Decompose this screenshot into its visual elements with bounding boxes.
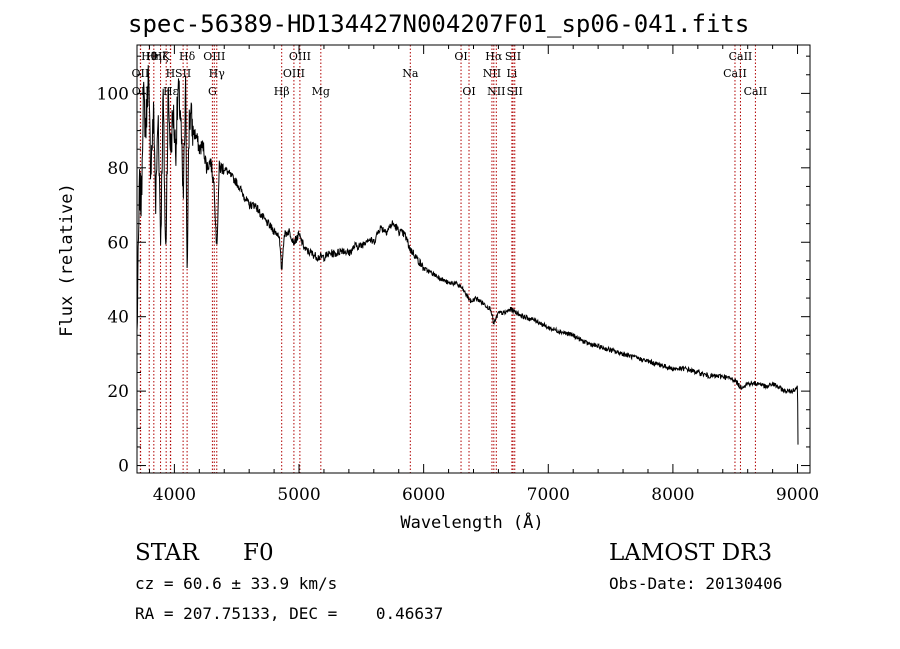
line-label: CaII xyxy=(744,85,768,98)
flux-series-line xyxy=(136,65,799,445)
x-tick-label: 5000 xyxy=(277,485,320,505)
coordinates-readout: RA = 207.75133, DEC = 0.46637 xyxy=(135,604,444,623)
y-tick-label: 40 xyxy=(107,308,129,328)
y-tick-label: 100 xyxy=(97,84,129,104)
x-tick-label: 7000 xyxy=(527,485,570,505)
x-tick-label: 8000 xyxy=(651,485,694,505)
y-axis-label: Flux (relative) xyxy=(57,183,77,337)
axis-ticks: 4000 5000 6000 7000 8000 9000 0 20 40 60 80 100 xyxy=(97,45,819,505)
x-axis-label: Wavelength (Å) xyxy=(400,511,543,533)
line-label: OI xyxy=(462,85,475,98)
spectral-line-markers: OIIOIIHθHηHζKHHεSIIHδGOIIIHγHβOIIIOIIIMg… xyxy=(132,45,768,473)
line-label: NII xyxy=(483,67,501,80)
line-label: G xyxy=(208,85,217,98)
line-label: SII xyxy=(507,85,523,98)
line-label: OIII xyxy=(283,67,305,80)
survey-name: LAMOST DR3 xyxy=(609,540,773,566)
spectral-subclass: F0 xyxy=(243,540,274,566)
x-tick-label: 9000 xyxy=(776,485,819,505)
line-label: Na xyxy=(402,67,419,80)
line-label: Hη xyxy=(146,50,162,63)
line-label: Mg xyxy=(312,85,330,98)
line-label: OII xyxy=(132,85,150,98)
line-label: NII xyxy=(487,85,505,98)
line-label: CaII xyxy=(723,67,747,80)
line-label: SII xyxy=(175,67,191,80)
y-tick-label: 80 xyxy=(107,159,129,179)
x-tick-label: 6000 xyxy=(402,485,445,505)
line-label: Li xyxy=(506,67,517,80)
line-label: Hδ xyxy=(179,50,196,63)
x-tick-label: 4000 xyxy=(153,485,196,505)
observation-date: Obs-Date: 20130406 xyxy=(609,574,783,593)
line-label: CaII xyxy=(729,50,753,63)
chart-title: spec-56389-HD134427N004207F01_sp06-041.f… xyxy=(128,10,750,38)
line-label: Hε xyxy=(163,85,179,98)
line-label: Hγ xyxy=(209,67,226,80)
line-label: SII xyxy=(505,50,521,63)
redshift-readout: cz = 60.6 ± 33.9 km/s xyxy=(135,574,338,593)
line-label: Hβ xyxy=(274,85,290,98)
object-class: STAR xyxy=(135,540,199,566)
y-tick-label: 0 xyxy=(118,457,129,477)
line-label: OIII xyxy=(289,50,311,63)
y-tick-label: 60 xyxy=(107,233,129,253)
line-label: K xyxy=(162,50,171,63)
line-label: Hα xyxy=(485,50,503,63)
y-tick-label: 20 xyxy=(107,382,129,402)
line-label: OIII xyxy=(203,50,225,63)
line-label: OI xyxy=(454,50,467,63)
plot-frame xyxy=(136,44,811,474)
line-label: Hζ xyxy=(153,50,169,63)
